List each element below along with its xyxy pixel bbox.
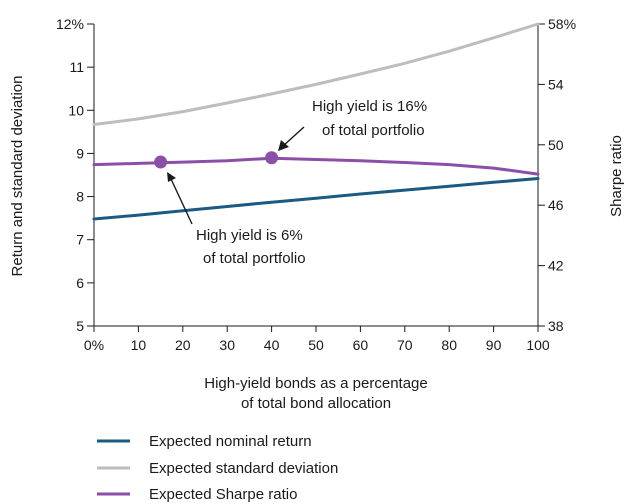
x-tick-label-4: 40 bbox=[264, 337, 280, 353]
annotation-6-line-2: of total portfolio bbox=[203, 250, 306, 267]
series-line-expected-standard-deviation bbox=[92, 22, 540, 126]
annotation-6-line-1: High yield is 6% bbox=[196, 227, 303, 244]
y-left-tick-label-3: 8 bbox=[76, 189, 84, 205]
annotation-high-yield-16: High yield is 16% of total portfolio bbox=[278, 98, 427, 151]
y-left-tick-label-2: 7 bbox=[76, 232, 84, 248]
x-tick-label-3: 30 bbox=[219, 337, 235, 353]
y-left-tick-label-0: 5 bbox=[76, 318, 84, 334]
y-axis-right-title: Sharpe ratio bbox=[608, 135, 625, 217]
y-left-tick-label-4: 9 bbox=[76, 145, 84, 161]
x-tick-label-9: 90 bbox=[486, 337, 502, 353]
legend-label-standard-deviation: Expected standard deviation bbox=[149, 460, 338, 477]
annotation-16-arrow bbox=[282, 126, 305, 147]
x-axis-title-line-1: High-yield bonds as a percentage bbox=[204, 375, 427, 392]
x-tick-label-10: 100 bbox=[526, 337, 550, 353]
x-axis-title-line-2: of total bond allocation bbox=[241, 395, 391, 412]
legend-label-nominal-return: Expected nominal return bbox=[149, 433, 312, 450]
x-tick-label-5: 50 bbox=[308, 337, 324, 353]
annotation-16-line-1: High yield is 16% bbox=[312, 98, 427, 115]
annotation-high-yield-6: High yield is 6% of total portfolio bbox=[167, 172, 306, 267]
x-tick-label-6: 60 bbox=[353, 337, 369, 353]
x-tick-label-7: 70 bbox=[397, 337, 413, 353]
annotation-6-arrowhead bbox=[167, 172, 176, 182]
series-line-expected-sharpe-ratio bbox=[92, 156, 540, 176]
y-left-tick-label-5: 10 bbox=[68, 102, 84, 118]
x-tick-label-0: 0% bbox=[84, 337, 104, 353]
y-left-tick-label-6: 11 bbox=[69, 59, 84, 75]
annotation-16-arrowhead bbox=[278, 140, 289, 151]
marker-layer bbox=[154, 151, 279, 169]
y-left-tick-label-7: 12% bbox=[56, 16, 84, 32]
y-right-tick-label-3: 50 bbox=[548, 137, 564, 153]
x-tick-label-1: 10 bbox=[131, 337, 147, 353]
x-tick-label-2: 20 bbox=[175, 337, 191, 353]
annotation-16-line-2: of total portfolio bbox=[322, 122, 425, 139]
y-right-tick-label-5: 58% bbox=[548, 16, 576, 32]
y-axis-left-title: Return and standard deviation bbox=[9, 76, 26, 277]
series-line-expected-nominal-return bbox=[92, 177, 540, 221]
y-right-tick-label-2: 46 bbox=[548, 197, 564, 213]
legend: Expected nominal return Expected standar… bbox=[97, 433, 338, 503]
y-left-tick-label-1: 6 bbox=[76, 275, 84, 291]
annotation-6-arrow bbox=[170, 178, 193, 225]
sharpe-marker-1 bbox=[265, 151, 279, 165]
axes: 5 6 7 8 9 10 11 12% 38 42 46 50 54 58% 0% 10 20 30 40 50 60 7… bbox=[56, 16, 576, 353]
y-right-tick-label-4: 54 bbox=[548, 76, 564, 92]
series-layer bbox=[92, 22, 540, 221]
sharpe-marker-0 bbox=[154, 155, 168, 169]
x-tick-label-8: 80 bbox=[441, 337, 457, 353]
legend-label-sharpe-ratio: Expected Sharpe ratio bbox=[149, 486, 297, 503]
y-right-tick-label-0: 38 bbox=[548, 318, 564, 334]
y-right-tick-label-1: 42 bbox=[548, 258, 564, 274]
